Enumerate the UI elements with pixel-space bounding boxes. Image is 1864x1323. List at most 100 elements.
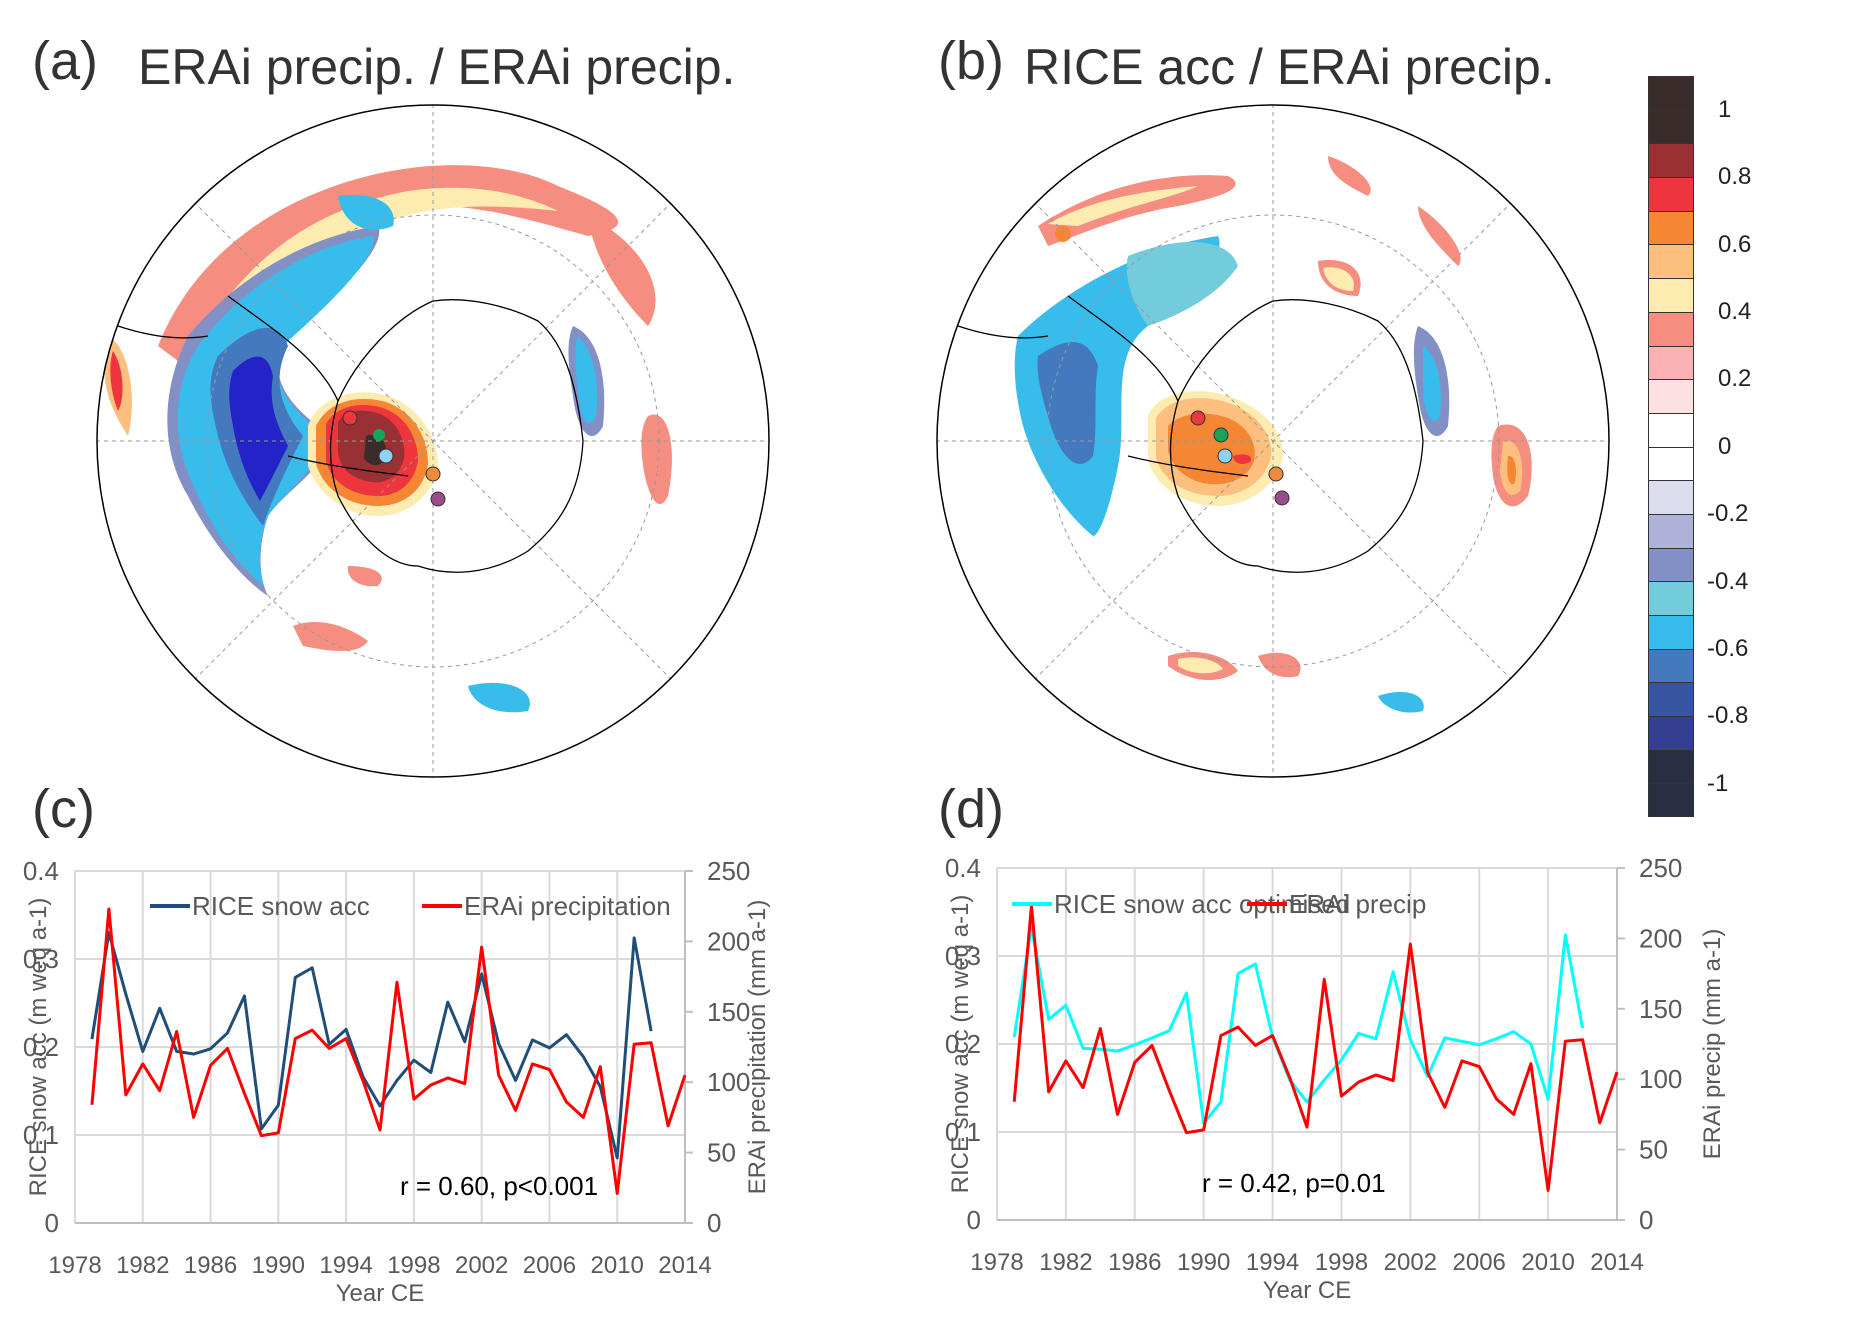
colorbar-tick-label: -0.4 — [1707, 567, 1749, 595]
y-axis-title: RICE snow acc (m weq a-1) — [947, 895, 974, 1194]
colorbar-segment — [1648, 143, 1694, 178]
x-tick-label: 1998 — [387, 1252, 440, 1279]
colorbar-segment — [1648, 379, 1694, 413]
panel-b-letter: (b) — [938, 31, 1004, 91]
x-tick-label: 2010 — [1521, 1249, 1574, 1276]
y-tick-label: 0.3 — [945, 941, 981, 971]
colorbar-tick-label: 1 — [1718, 95, 1732, 123]
station-red-dot — [1190, 410, 1206, 426]
colorbar-segment — [1648, 749, 1694, 784]
colorbar-segment — [1648, 716, 1694, 750]
x-tick-label: 2002 — [1384, 1249, 1437, 1276]
station-orange-dot — [1268, 466, 1284, 482]
y-right-tick-label: 100 — [707, 1067, 750, 1097]
y-right-axis-title: ERAi precipitation (mm a-1) — [744, 900, 771, 1195]
y-right-tick-label: 0 — [1639, 1205, 1653, 1235]
colorbar-segment — [1648, 412, 1694, 447]
y-axis-title: RICE snow acc (m weq a-1) — [25, 898, 52, 1197]
station-purple-dot — [1274, 490, 1290, 506]
y-right-tick-label: 0 — [707, 1208, 721, 1238]
y-tick-label: 0 — [967, 1205, 981, 1235]
panel-a-letter: (a) — [32, 31, 98, 91]
antarctica-coastline — [329, 299, 584, 573]
panel-b-title: RICE acc / ERAi precip. — [1024, 39, 1555, 95]
x-tick-label: 2014 — [658, 1252, 711, 1279]
y-tick-label: 0.1 — [945, 1117, 981, 1147]
y-right-tick-label: 50 — [707, 1138, 736, 1168]
correlation-annotation: r = 0.42, p=0.01 — [1202, 1168, 1386, 1198]
colorbar-segment — [1648, 513, 1694, 548]
x-axis-title: Year CE — [336, 1280, 425, 1307]
series-line-rice — [1012, 925, 1585, 1125]
x-tick-label: 1994 — [319, 1252, 372, 1279]
x-tick-label: 1986 — [184, 1252, 237, 1279]
colorbar-tick-label: -1 — [1707, 769, 1729, 797]
y-tick-label: 0.2 — [945, 1029, 981, 1059]
colorbar-segment — [1648, 581, 1694, 615]
colorbar-segment — [1648, 278, 1694, 312]
chart-c: 1978 1982 1986 1990 1994 1998 2002 2006 2010 2014… — [23, 856, 771, 1307]
x-tick-label: 2002 — [455, 1252, 508, 1279]
station-green-dot — [373, 429, 385, 441]
colorbar-segment — [1648, 446, 1694, 481]
y-tick-label: 0.4 — [23, 856, 59, 886]
colorbar-segment — [1648, 480, 1694, 514]
x-tick-label: 1990 — [1177, 1249, 1230, 1276]
series-line-erai — [1012, 904, 1619, 1192]
x-tick-label: 1978 — [48, 1252, 101, 1279]
x-tick-label: 2006 — [523, 1252, 576, 1279]
colorbar — [1648, 76, 1694, 818]
panel-c-letter: (c) — [32, 779, 95, 839]
x-tick-label: 1982 — [116, 1252, 169, 1279]
x-tick-label: 1982 — [1039, 1249, 1092, 1276]
legend-label: ERAi precipitation — [464, 891, 671, 921]
x-axis-title: Year CE — [1263, 1277, 1352, 1304]
colorbar-tick-label: -0.2 — [1707, 500, 1749, 528]
y-right-tick-label: 250 — [1639, 853, 1682, 883]
y-right-tick-label: 100 — [1639, 1064, 1682, 1094]
station-purple-dot — [430, 491, 446, 507]
x-tick-label: 1994 — [1246, 1249, 1299, 1276]
colorbar-tick-label: -0.8 — [1707, 702, 1749, 730]
colorbar-tick-label: 0 — [1718, 432, 1732, 460]
series-line-erai — [90, 907, 687, 1195]
y-right-tick-label: 250 — [707, 856, 750, 886]
colorbar-segment — [1648, 311, 1694, 346]
y-right-tick-label: 200 — [1639, 923, 1682, 953]
colorbar-segment — [1648, 547, 1694, 582]
colorbar-segment — [1648, 682, 1694, 717]
positive-band-north — [158, 165, 619, 376]
y-tick-label: 0.4 — [945, 853, 981, 883]
colorbar-segment — [1648, 244, 1694, 279]
colorbar-segment — [1648, 648, 1694, 683]
x-tick-label: 1998 — [1315, 1249, 1368, 1276]
station-orange-dot — [425, 466, 441, 482]
y-right-axis-title: ERAi precip (mm a-1) — [1699, 929, 1726, 1160]
y-right-tick-label: 150 — [707, 997, 750, 1027]
colorbar-tick-label: -0.6 — [1707, 634, 1749, 662]
x-tick-label: 1978 — [970, 1249, 1023, 1276]
colorbar-segment — [1648, 783, 1694, 818]
y-right-tick-label: 150 — [1639, 994, 1682, 1024]
colorbar-tick-label: 0.2 — [1718, 365, 1752, 393]
station-lightblue-dot — [378, 448, 394, 464]
colorbar-segment — [1648, 345, 1694, 380]
station-lightblue-dot — [1217, 448, 1233, 464]
y-tick-label: 0 — [45, 1208, 59, 1238]
legend-label: RICE snow acc optimised — [1054, 889, 1350, 919]
y-tick-label: 0.2 — [23, 1032, 59, 1062]
colorbar-segment — [1648, 76, 1694, 110]
legend-label: ERAi precip — [1289, 889, 1426, 919]
chart-d: 1978 1982 1986 1990 1994 1998 2002 2006 2010 2014… — [945, 853, 1726, 1304]
legend-label: RICE snow acc — [192, 891, 370, 921]
x-tick-label: 2006 — [1453, 1249, 1506, 1276]
colorbar-segment — [1648, 109, 1694, 144]
y-right-tick-label: 50 — [1639, 1135, 1668, 1165]
colorbar-segment — [1648, 177, 1694, 211]
colorbar-tick-label: 0.6 — [1718, 230, 1752, 258]
x-tick-label: 1990 — [252, 1252, 305, 1279]
x-tick-label: 1986 — [1108, 1249, 1161, 1276]
map-b — [936, 104, 1610, 778]
x-tick-label: 2014 — [1590, 1249, 1643, 1276]
y-right-tick-label: 200 — [707, 926, 750, 956]
